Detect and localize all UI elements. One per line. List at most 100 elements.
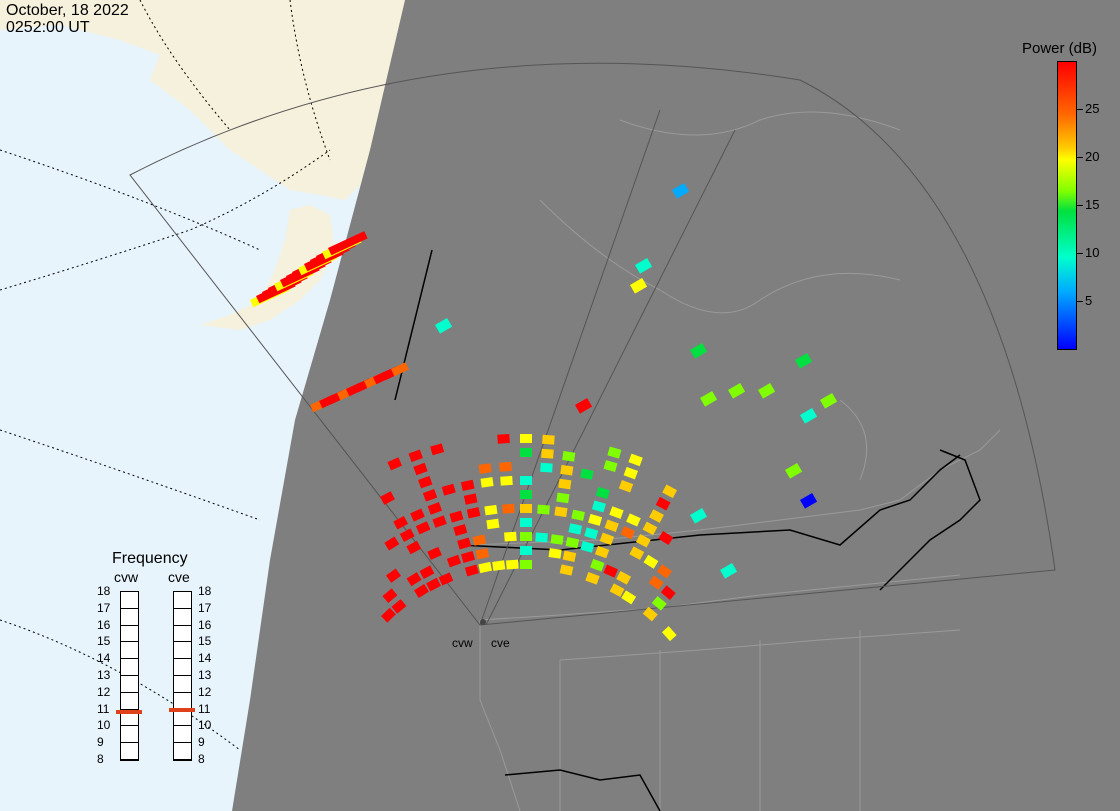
frequency-cell-line: [121, 675, 138, 676]
frequency-scale-label: 11: [97, 701, 110, 716]
backscatter-gate: [499, 461, 512, 472]
frequency-cell-line: [121, 658, 138, 660]
backscatter-gate: [591, 500, 606, 513]
frequency-scale-label: 13: [97, 668, 111, 682]
backscatter-gate: [381, 607, 396, 623]
backscatter-gate: [427, 502, 443, 515]
backscatter-gate: [690, 508, 708, 524]
backscatter-gates: [249, 183, 838, 642]
backscatter-gate: [568, 523, 583, 535]
mexico-border: [504, 769, 661, 811]
backscatter-gate: [571, 509, 585, 521]
backscatter-gate: [562, 550, 577, 562]
colorbar-tick: [1077, 205, 1083, 206]
frequency-cell-line: [174, 624, 191, 626]
backscatter-gate: [430, 443, 445, 456]
backscatter-gate: [575, 398, 593, 414]
backscatter-gate: [486, 518, 500, 530]
backscatter-gate: [542, 434, 555, 445]
backscatter-gate: [461, 550, 476, 563]
backscatter-gate: [427, 546, 442, 560]
frequency-cell-line: [121, 759, 138, 760]
backscatter-gate: [502, 503, 515, 514]
backscatter-gate: [585, 572, 600, 585]
backscatter-gate: [620, 526, 636, 540]
backscatter-gate: [660, 585, 676, 600]
backscatter-gate: [642, 521, 658, 536]
backscatter-gate: [618, 479, 634, 493]
backscatter-gate: [661, 626, 677, 642]
coast-east: [879, 449, 981, 591]
colorbar-tick-label: 15: [1085, 197, 1100, 212]
backscatter-gate: [562, 451, 576, 462]
backscatter-gate: [506, 559, 519, 570]
radar-label-cve: cve: [168, 569, 190, 585]
colorbar-tick-label: 20: [1085, 149, 1100, 164]
frequency-cell-line: [174, 759, 191, 760]
backscatter-gate: [492, 560, 506, 571]
colorbar-tick-label: 25: [1085, 101, 1100, 116]
frequency-box-cvw: [120, 591, 139, 761]
backscatter-gate: [520, 476, 532, 485]
colorbar-tick: [1077, 109, 1083, 110]
backscatter-gate: [649, 509, 664, 523]
frequency-cell-line: [174, 691, 191, 693]
backscatter-gate: [520, 518, 532, 527]
backscatter-gate: [700, 391, 718, 407]
frequency-cell-line: [174, 675, 191, 676]
frequency-scale-label: 17: [198, 600, 212, 615]
backscatter-gate: [504, 531, 517, 542]
frequency-cell-line: [174, 742, 191, 744]
frequency-scale-label: 10: [198, 718, 212, 733]
backscatter-gate: [609, 506, 624, 519]
backscatter-gate: [604, 519, 619, 533]
backscatter-gate: [478, 561, 493, 574]
backscatter-gate: [626, 513, 641, 527]
backscatter-gate: [475, 548, 490, 560]
backscatter-gate: [406, 572, 422, 587]
frequency-scale-label: 9: [198, 735, 205, 750]
backscatter-gate: [441, 483, 456, 496]
backscatter-gate: [464, 564, 479, 577]
backscatter-gate: [800, 493, 818, 509]
alaska-land: [0, 0, 420, 200]
backscatter-gate: [520, 434, 532, 443]
backscatter-gate: [535, 532, 548, 543]
date-label: October, 18 2022: [6, 2, 129, 19]
frequency-scale-label: 15: [198, 634, 212, 649]
backscatter-gate: [584, 527, 599, 540]
backscatter-gate: [391, 599, 407, 614]
frequency-scale-label: 15: [97, 634, 111, 649]
backscatter-gate: [457, 537, 472, 550]
backscatter-gate: [720, 563, 738, 579]
backscatter-gate: [415, 521, 431, 535]
backscatter-gate: [820, 392, 838, 409]
backscatter-gate: [795, 353, 813, 369]
night-terminator: [232, 0, 1120, 811]
backscatter-gate: [520, 448, 532, 457]
backscatter-gate: [656, 564, 672, 579]
backscatter-gate: [658, 531, 674, 546]
frequency-scale-label: 10: [97, 718, 111, 733]
colorbar-tick: [1077, 253, 1083, 254]
backscatter-gate: [728, 383, 746, 399]
colorbar-tick-label: 5: [1085, 293, 1093, 308]
site-label-cvw: cvw: [452, 636, 473, 650]
backscatter-gate: [540, 462, 553, 473]
backscatter-gate: [438, 572, 454, 586]
backscatter-gate: [672, 183, 690, 199]
backscatter-gate: [390, 362, 409, 377]
backscatter-gate: [384, 536, 400, 551]
backscatter-gate: [548, 548, 562, 559]
backscatter-gate: [418, 475, 433, 489]
backscatter-gate: [460, 479, 475, 492]
backscatter-gate: [426, 577, 441, 592]
backscatter-gate: [623, 466, 638, 480]
frequency-scale-label: 11: [198, 701, 211, 716]
alaska-border: [394, 249, 433, 401]
backscatter-gate: [380, 491, 395, 505]
frequency-cell-line: [174, 658, 191, 660]
backscatter-gate: [472, 534, 487, 546]
colorbar-tick-label: 10: [1085, 245, 1100, 260]
backscatter-gate: [642, 606, 658, 622]
